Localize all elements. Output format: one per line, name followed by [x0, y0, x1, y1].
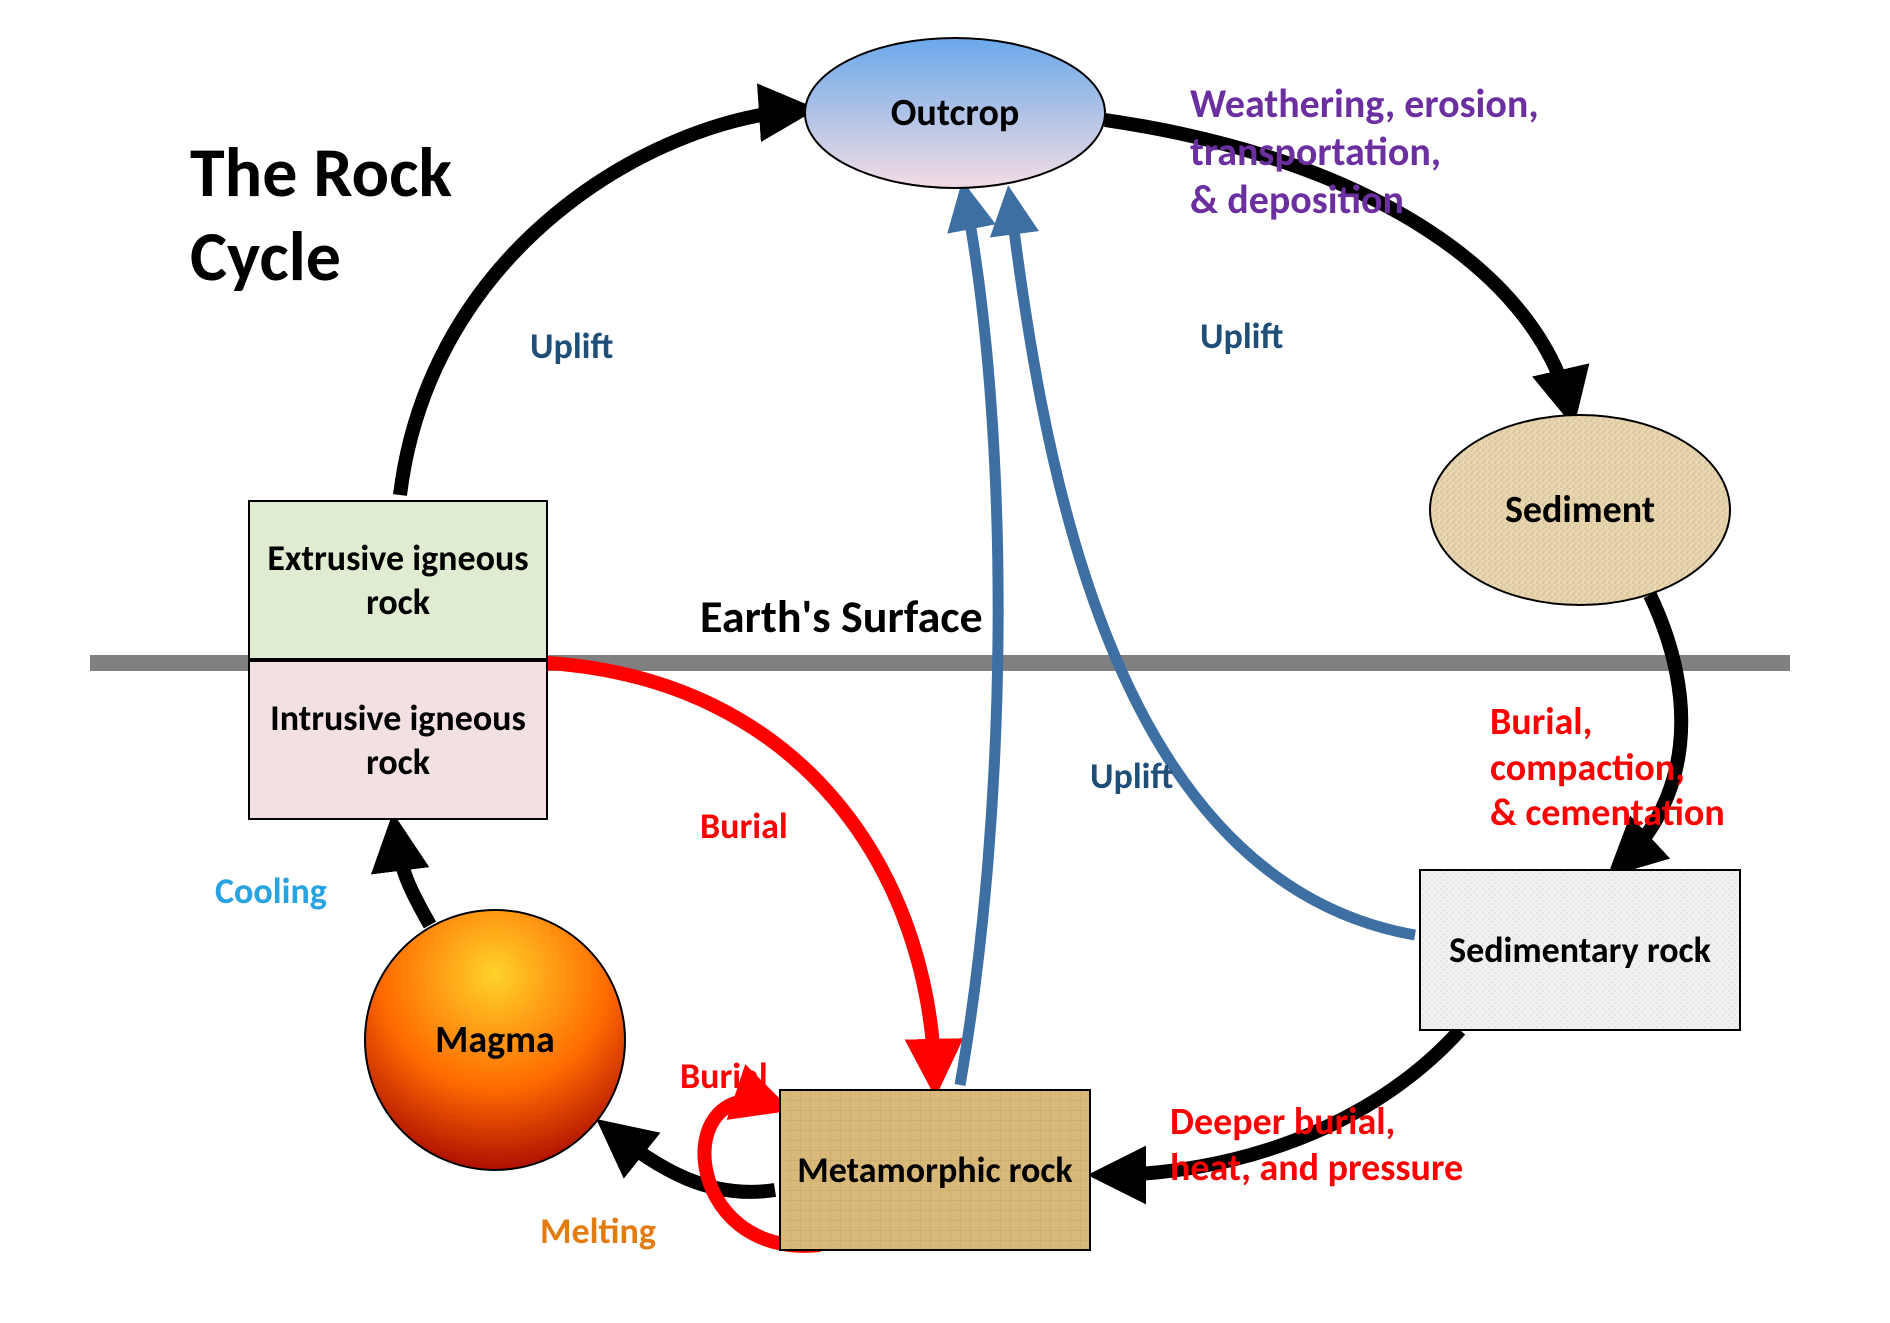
edge-label-7: Cooling — [215, 870, 327, 913]
node-metamorphic-label: Metamorphic rock — [797, 1148, 1072, 1192]
edge-meta-to-magma — [610, 1130, 775, 1192]
diagram-title: The Rock Cycle — [190, 130, 452, 298]
node-sedrock-label-box: Sedimentary rock — [1420, 870, 1740, 1030]
node-intrusive-label: Intrusive igneous rock — [250, 696, 546, 784]
earth-surface-label: Earth's Surface — [700, 590, 983, 645]
node-intrusive: Intrusive igneous rock — [248, 660, 548, 820]
edge-label-4: Burial, compaction, & cementation — [1490, 700, 1725, 837]
node-extrusive-label: Extrusive igneous rock — [250, 536, 546, 624]
node-extrusive: Extrusive igneous rock — [248, 500, 548, 660]
edge-label-8: Burial — [700, 805, 788, 848]
node-magma-label-box: Magma — [365, 910, 625, 1170]
edge-label-1: Weathering, erosion, transportation, & d… — [1190, 80, 1539, 224]
edge-label-9: Burial — [680, 1055, 768, 1098]
edge-sedrock-uplift — [1010, 200, 1415, 935]
node-metamorphic-label-box: Metamorphic rock — [780, 1090, 1090, 1250]
node-outcrop-label: Outcrop — [891, 90, 1020, 136]
edge-label-6: Melting — [540, 1210, 656, 1253]
node-magma-label: Magma — [435, 1017, 555, 1063]
edge-label-2: Uplift — [1200, 315, 1283, 358]
rock-cycle-diagram: The Rock Cycle Earth's Surface Extrusive… — [0, 0, 1890, 1323]
node-sediment-label-box: Sediment — [1430, 415, 1730, 605]
edge-ext-to-outcrop — [400, 110, 800, 495]
edge-label-5: Deeper burial, heat, and pressure — [1170, 1100, 1463, 1191]
edge-label-0: Uplift — [530, 325, 613, 368]
node-outcrop-label-box: Outcrop — [805, 38, 1105, 188]
node-sediment-label: Sediment — [1505, 487, 1655, 533]
node-sedrock-label: Sedimentary rock — [1449, 928, 1711, 972]
edge-label-3: Uplift — [1090, 755, 1173, 798]
